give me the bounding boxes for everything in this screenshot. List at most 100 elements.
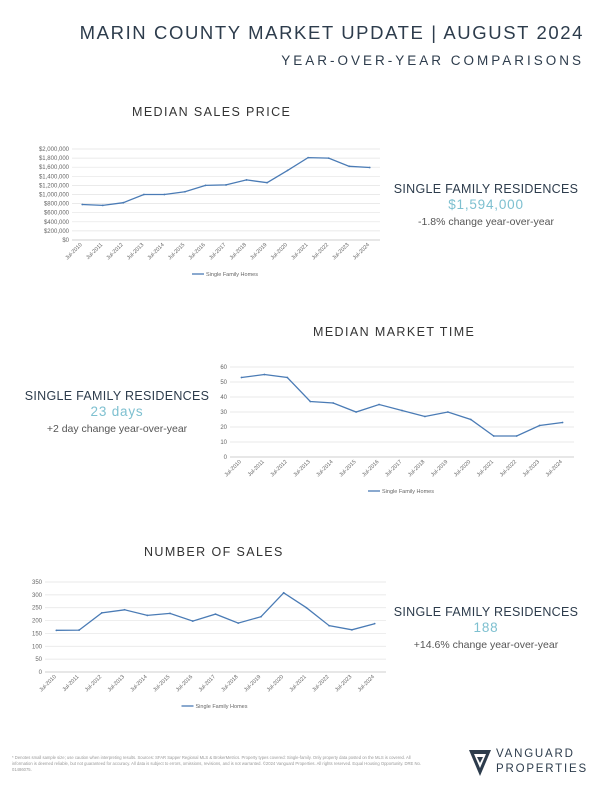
y-tick-label: 200 <box>32 619 43 625</box>
x-tick-label: Jul-2020 <box>266 674 285 693</box>
x-tick-label: Jul-2020 <box>453 459 472 478</box>
x-tick-label: Jul-2017 <box>198 674 217 693</box>
data-point <box>307 156 310 159</box>
data-point <box>237 622 240 625</box>
market-time-stat: SINGLE FAMILY RESIDENCES 23 days +2 day … <box>22 389 212 435</box>
market-time-stat-change: +2 day change year-over-year <box>46 423 188 435</box>
data-point <box>378 403 380 406</box>
market-time-stat-value: 23 days <box>90 404 144 419</box>
data-point <box>214 613 217 616</box>
x-tick-label: Jul-2019 <box>430 459 449 478</box>
price-stat: SINGLE FAMILY RESIDENCES $1,594,000 -1.8… <box>391 182 581 228</box>
data-point <box>351 628 353 631</box>
data-point <box>515 435 518 437</box>
data-point <box>348 165 351 168</box>
x-tick-label: Jul-2024 <box>352 242 371 261</box>
data-point <box>492 435 495 437</box>
y-tick-label: $1,400,000 <box>39 174 70 180</box>
brand-name-line2: PROPERTIES <box>496 763 588 775</box>
x-tick-label: Jul-2015 <box>167 242 186 261</box>
y-tick-label: 150 <box>32 631 43 637</box>
y-tick-label: $600,000 <box>44 211 70 217</box>
x-tick-label: Jul-2022 <box>499 459 518 478</box>
data-point <box>286 376 289 379</box>
sales-section-title: NUMBER OF SALES <box>144 545 284 559</box>
x-tick-label: Jul-2012 <box>270 459 289 478</box>
data-point <box>263 373 266 376</box>
data-point <box>355 411 358 413</box>
x-tick-label: Jul-2010 <box>65 242 84 261</box>
data-point <box>225 184 227 186</box>
x-tick-label: Jul-2011 <box>85 242 104 261</box>
data-point <box>286 169 289 172</box>
x-tick-label: Jul-2018 <box>229 242 248 261</box>
sales-stat-value: 188 <box>473 620 499 635</box>
price-section-title: MEDIAN SALES PRICE <box>132 105 292 119</box>
x-tick-label: Jul-2022 <box>311 674 330 693</box>
x-tick-label: Jul-2021 <box>289 674 308 693</box>
y-tick-label: 0 <box>224 455 228 461</box>
x-tick-label: Jul-2010 <box>39 674 58 693</box>
legend-label: Single Family Homes <box>206 272 258 278</box>
y-tick-label: 300 <box>32 593 43 599</box>
y-tick-label: $800,000 <box>44 202 70 208</box>
data-point <box>163 193 166 196</box>
x-tick-label: Jul-2018 <box>407 459 426 478</box>
market-time-section-title: MEDIAN MARKET TIME <box>313 325 476 339</box>
x-tick-label: Jul-2014 <box>130 674 149 693</box>
x-tick-label: Jul-2022 <box>311 242 330 261</box>
brand-name-line1: VANGUARD <box>496 748 575 760</box>
data-point <box>260 615 262 618</box>
data-point <box>327 157 330 159</box>
data-point <box>101 204 104 207</box>
data-point <box>305 606 308 609</box>
y-tick-label: 10 <box>220 440 227 446</box>
legend-label: Single Family Homes <box>382 489 434 495</box>
data-point <box>184 190 186 193</box>
data-point <box>538 424 541 427</box>
data-point <box>561 421 564 424</box>
data-point <box>373 622 376 625</box>
x-tick-label: Jul-2013 <box>126 242 145 261</box>
data-point <box>78 629 80 631</box>
x-tick-label: Jul-2015 <box>152 674 171 693</box>
sales-stat-label: SINGLE FAMILY RESIDENCES <box>393 605 579 619</box>
x-tick-label: Jul-2016 <box>188 242 207 261</box>
y-tick-label: $2,000,000 <box>39 147 70 153</box>
data-point <box>368 166 371 169</box>
y-tick-label: 40 <box>220 395 227 401</box>
x-tick-label: Jul-2013 <box>293 459 312 478</box>
x-tick-label: Jul-2019 <box>243 674 262 693</box>
x-tick-label: Jul-2023 <box>522 459 541 478</box>
x-tick-label: Jul-2013 <box>107 674 126 693</box>
x-tick-label: Jul-2012 <box>106 242 125 261</box>
x-tick-label: Jul-2019 <box>249 242 268 261</box>
data-point <box>266 181 268 184</box>
data-point <box>142 193 145 196</box>
x-tick-label: Jul-2017 <box>384 459 403 478</box>
y-tick-label: $1,000,000 <box>39 193 70 199</box>
x-tick-label: Jul-2015 <box>338 459 357 478</box>
data-point <box>332 402 335 404</box>
page-subtitle: YEAR-OVER-YEAR COMPARISONS <box>281 53 584 68</box>
vanguard-logo-icon <box>469 750 491 776</box>
data-point <box>401 409 403 412</box>
data-point <box>204 184 207 187</box>
data-point <box>55 629 58 632</box>
data-point <box>169 612 171 615</box>
x-tick-label: Jul-2012 <box>84 674 103 693</box>
y-tick-label: $1,600,000 <box>39 165 70 171</box>
legend-label: Single Family Homes <box>196 704 248 710</box>
data-point <box>100 611 103 614</box>
y-tick-label: 20 <box>220 425 227 431</box>
x-tick-label: Jul-2021 <box>476 459 495 478</box>
y-tick-label: 100 <box>32 644 43 650</box>
vanguard-logo: VANGUARD PROPERTIES <box>468 746 592 780</box>
y-tick-label: $400,000 <box>44 220 70 226</box>
y-tick-label: 0 <box>39 670 43 676</box>
x-tick-label: Jul-2020 <box>270 242 289 261</box>
y-tick-label: 30 <box>220 410 227 416</box>
y-tick-label: $1,800,000 <box>39 156 70 162</box>
price-chart: $0 $200,000 $400,000 $600,000 $800,000 $1,000… <box>39 147 380 278</box>
